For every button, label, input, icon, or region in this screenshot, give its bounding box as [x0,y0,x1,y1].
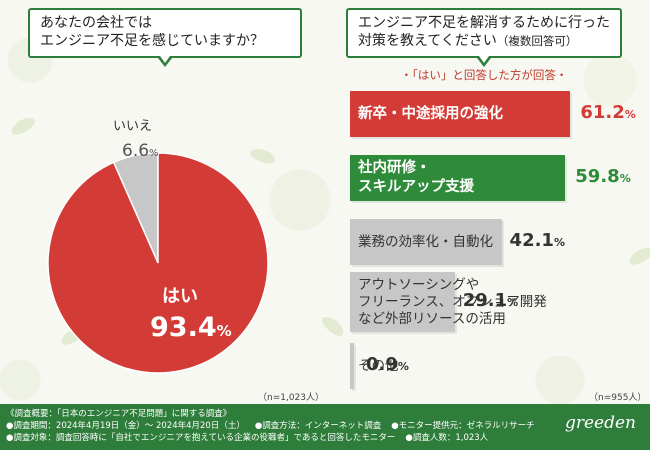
footer-line2: ●調査期間：2024年4月19日（金）～ 2024年4月20日（土） ●調査方法：… [6,420,650,432]
footer-method: ●調査方法：インターネット調査 [254,421,382,431]
survey-footer: 《調査概要：「日本のエンジニア不足問題」に関する調査》 ●調査期間：2024年4… [0,404,650,450]
bar [350,91,571,137]
question-left-line1: あなたの会社では [40,15,152,31]
bar-sample-note: （n=955人） [589,393,647,403]
bar-label-line: など外部リソースの活用 [358,311,506,327]
bar-value: 29.1% [462,290,519,311]
bar-label-line: アウトソーシングや [358,277,480,293]
bar-label: アウトソーシングや フリーランス、オフショア開発 など外部リソースの活用 [358,277,547,328]
brand-logo: greeden [564,413,636,433]
question-right-box: エンジニア不足を解消するために行った 対策を教えてください（複数回答可） [346,8,622,58]
question-left-line2: エンジニア不足を感じていますか？ [40,33,264,49]
bar-value: 61.2% [580,102,636,123]
bar-label-line: スキルアップ支援 [358,179,474,195]
bar-label: 業務の効率化・自動化 [358,234,493,251]
pie-value-no: 6.6% [122,141,159,161]
bar-label-line: 新卒・中途採用の強化 [358,106,503,122]
footer-line1: 《調査概要：「日本のエンジニア不足問題」に関する調査》 [6,408,650,420]
question-left-box: あなたの会社では エンジニア不足を感じていますか？ [28,8,302,58]
bar-label-line: その他 [358,358,399,374]
bar [350,219,502,265]
footer-summary: 《調査概要：「日本のエンジニア不足問題」に関する調査》 [6,409,232,419]
bar [350,272,455,332]
bar-label: 社内研修・スキルアップ支援 [358,159,474,197]
footer-count: ●調査人数：1,023人 [405,433,489,443]
pie-sample-note: （n=1,023人） [258,393,325,403]
bar [350,343,354,389]
question-right-line2-main: 対策を教えてください [358,33,497,49]
sub-heading: ・「はい」と回答した方が回答・ [400,68,568,82]
bar-value: 0.9% [366,354,409,375]
question-right-line1: エンジニア不足を解消するために行った [358,15,610,31]
bar-label-line: フリーランス、オフショア開発 [358,294,547,310]
question-right-line2-small: （複数回答可） [496,34,578,48]
bar-label-line: 業務の効率化・自動化 [358,234,493,250]
footer-target: ●調査対象：調査回答時に「自社でエンジニアを抱えている企業の役職者」であると回答… [6,433,396,443]
question-right-pointer [477,56,491,67]
pie-slice-yes [47,152,269,374]
bar-value: 59.8% [575,166,631,187]
footer-provider: ●モニター提供元：ゼネラルリサーチ [391,421,535,431]
footer-period: ●調査期間：2024年4月19日（金）～ 2024年4月20日（土） [6,421,245,431]
question-right-line2: 対策を教えてください（複数回答可） [358,32,610,50]
pie-label-no: いいえ [113,119,152,134]
bar-label: 新卒・中途採用の強化 [358,105,503,124]
pie-label-yes: はい [162,286,198,307]
footer-line3: ●調査対象：調査回答時に「自社でエンジニアを抱えている企業の役職者」であると回答… [6,432,650,444]
bar-label: その他 [358,358,399,375]
bar-label-line: 社内研修・ [358,160,431,176]
question-left-pointer [158,56,172,67]
bar [350,155,566,201]
bar-value: 42.1% [509,230,565,251]
